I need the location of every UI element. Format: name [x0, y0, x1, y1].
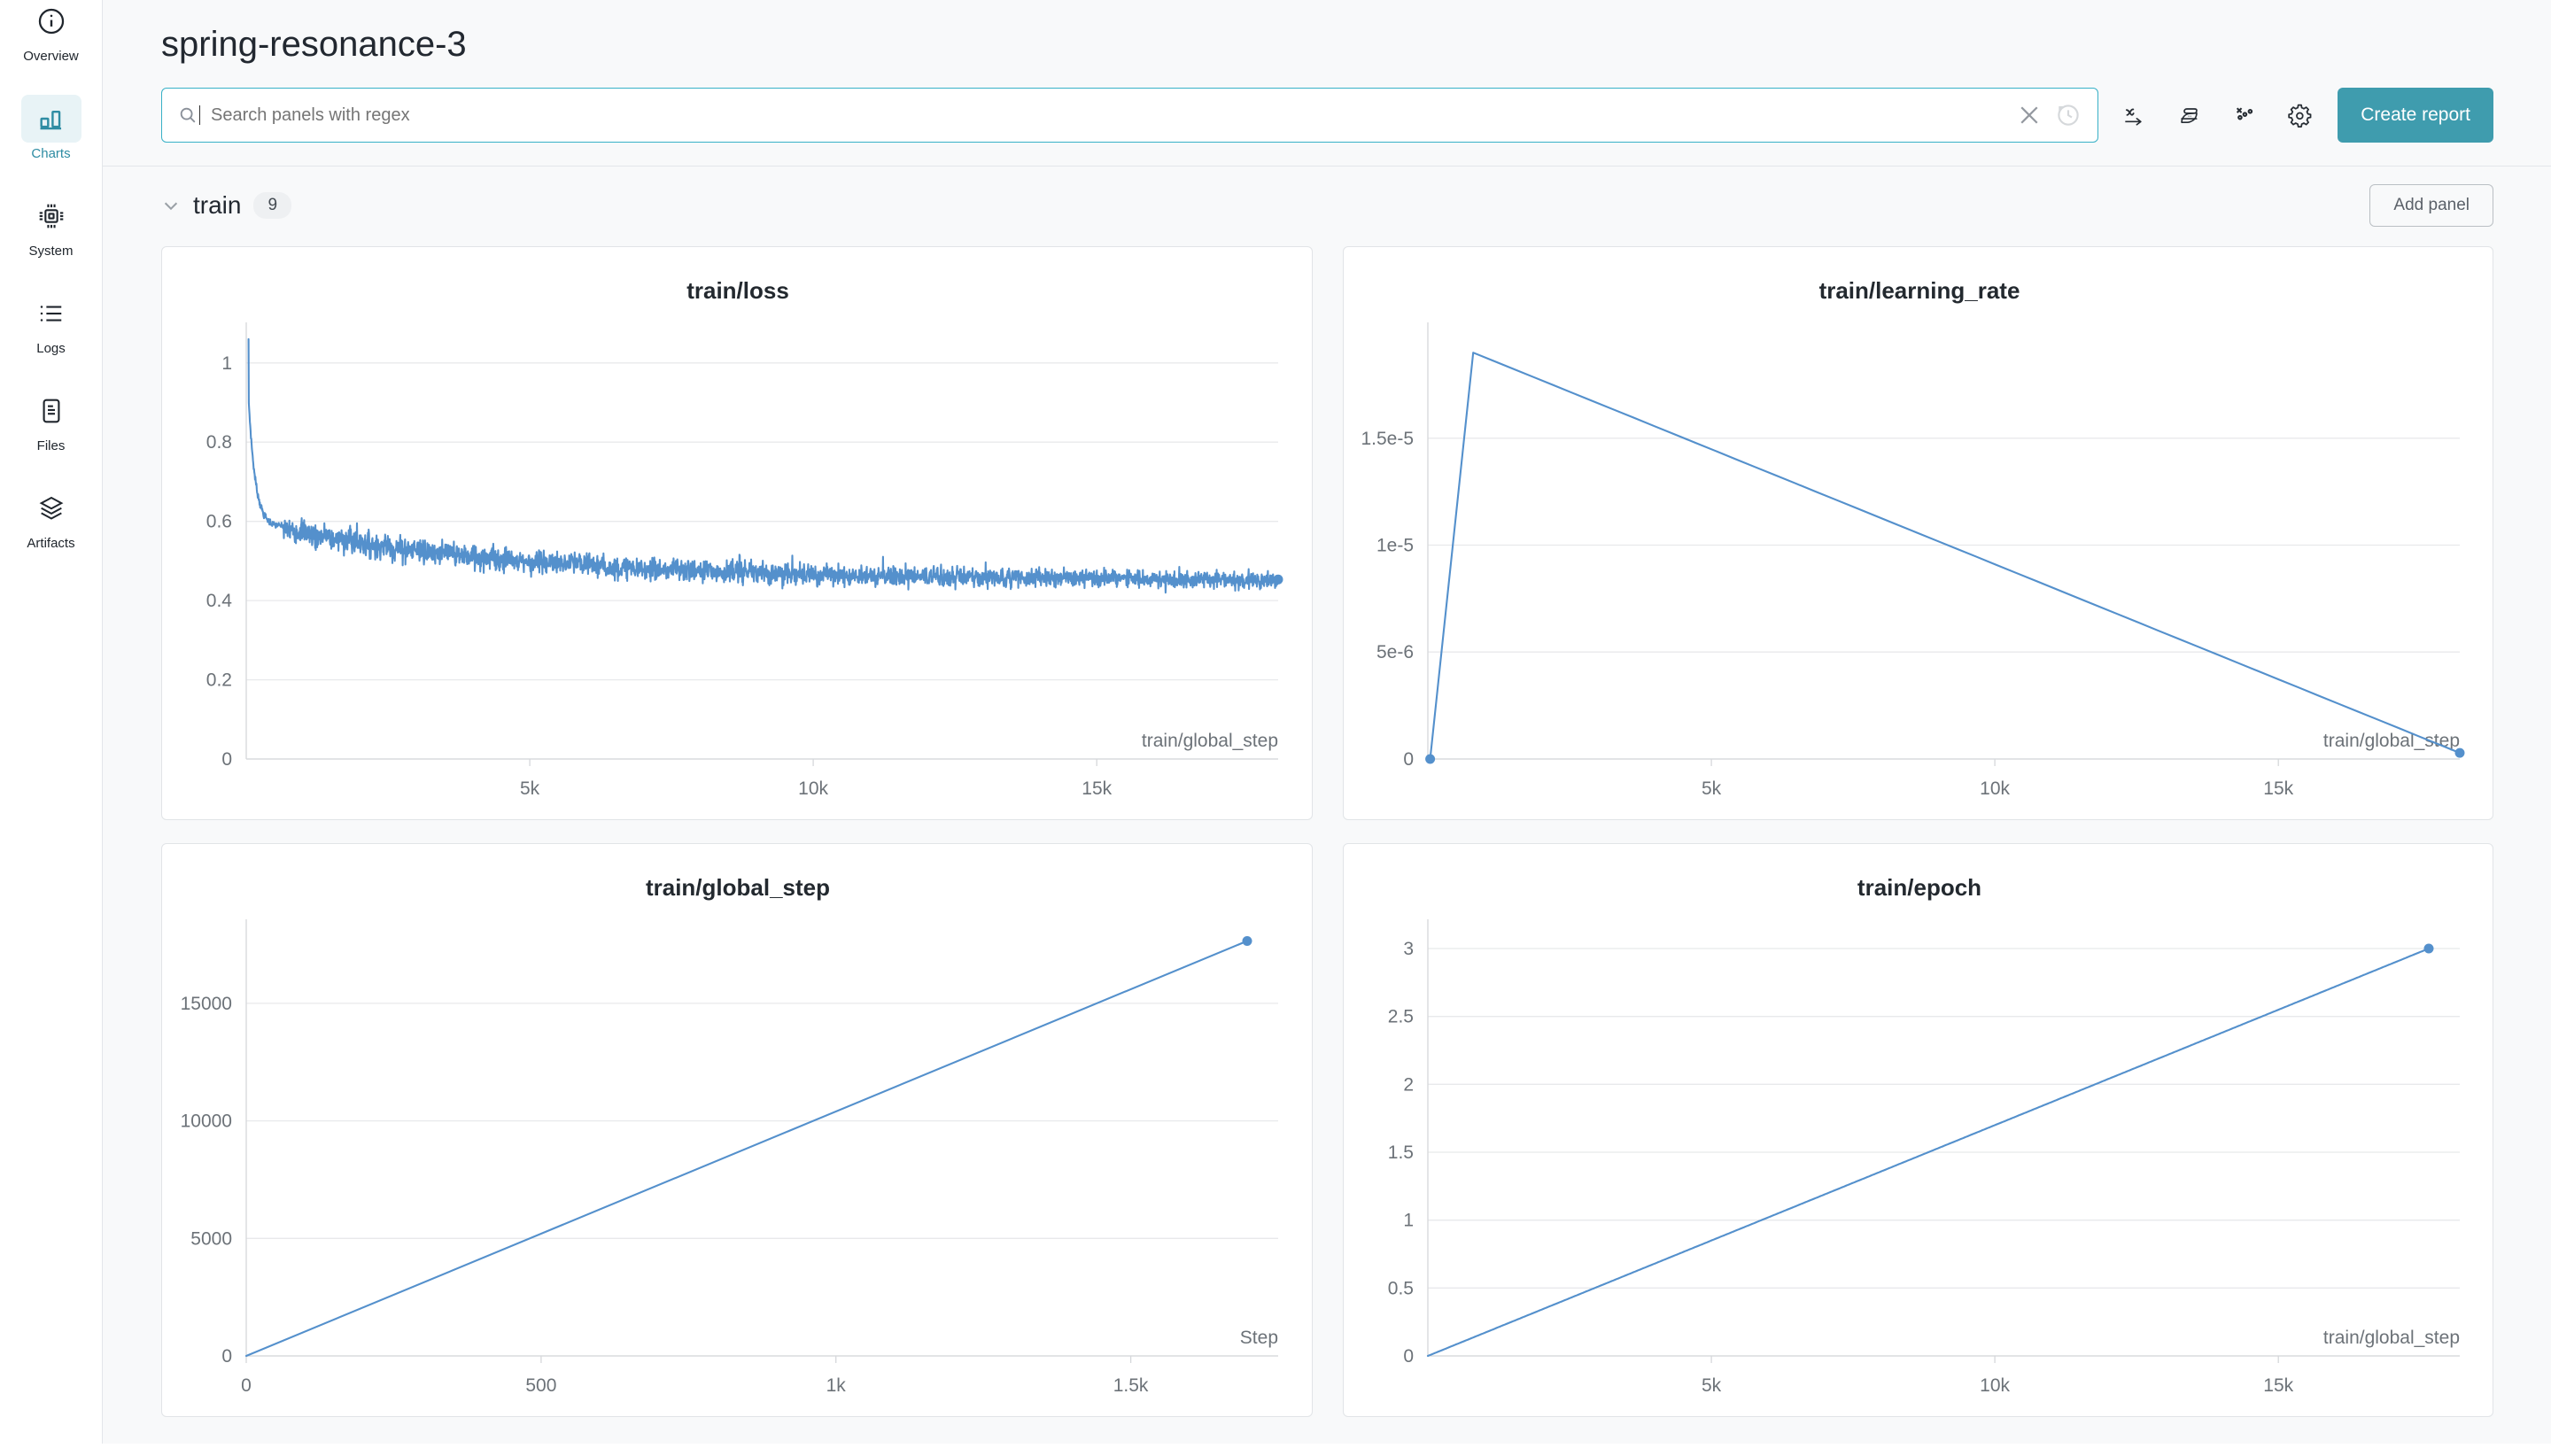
- svg-text:3: 3: [1403, 939, 1414, 959]
- svg-text:5000: 5000: [190, 1228, 232, 1249]
- svg-text:500: 500: [525, 1375, 556, 1396]
- svg-text:train/global_step: train/global_step: [646, 874, 830, 901]
- svg-text:Step: Step: [1240, 1328, 1278, 1348]
- svg-text:5e-6: 5e-6: [1376, 642, 1413, 662]
- svg-text:15k: 15k: [1082, 778, 1112, 799]
- svg-text:10k: 10k: [1980, 1375, 2010, 1396]
- svg-text:1: 1: [1403, 1211, 1414, 1231]
- svg-text:train/global_step: train/global_step: [1142, 731, 1278, 751]
- svg-text:5k: 5k: [1702, 778, 1722, 799]
- svg-text:2.5: 2.5: [1387, 1007, 1413, 1027]
- svg-text:train/loss: train/loss: [686, 277, 789, 304]
- svg-text:10k: 10k: [798, 778, 828, 799]
- svg-text:0.2: 0.2: [206, 670, 232, 691]
- svg-text:5k: 5k: [1702, 1375, 1722, 1396]
- svg-text:1k: 1k: [826, 1375, 847, 1396]
- svg-text:0.5: 0.5: [1387, 1278, 1413, 1298]
- svg-text:10000: 10000: [181, 1111, 232, 1132]
- svg-text:2: 2: [1403, 1074, 1414, 1095]
- svg-text:1.5k: 1.5k: [1113, 1375, 1149, 1396]
- svg-text:1e-5: 1e-5: [1376, 536, 1413, 556]
- svg-text:15k: 15k: [2263, 1375, 2293, 1396]
- svg-text:5k: 5k: [520, 778, 540, 799]
- svg-text:15k: 15k: [2263, 778, 2293, 799]
- svg-text:train/global_step: train/global_step: [2322, 1328, 2459, 1348]
- svg-text:15000: 15000: [181, 994, 232, 1014]
- svg-text:train/epoch: train/epoch: [1857, 874, 1981, 901]
- svg-text:0.8: 0.8: [206, 432, 232, 453]
- svg-text:0: 0: [221, 1346, 232, 1367]
- svg-text:0.6: 0.6: [206, 512, 232, 532]
- svg-text:train/learning_rate: train/learning_rate: [1818, 277, 2020, 304]
- svg-text:1.5e-5: 1.5e-5: [1361, 429, 1414, 449]
- svg-text:1: 1: [221, 353, 232, 374]
- svg-text:0.4: 0.4: [206, 591, 233, 611]
- svg-text:0: 0: [221, 749, 232, 770]
- svg-text:1.5: 1.5: [1387, 1142, 1413, 1163]
- svg-text:0: 0: [1403, 1346, 1414, 1367]
- svg-text:0: 0: [241, 1375, 252, 1396]
- svg-text:train/global_step: train/global_step: [2322, 731, 2459, 751]
- svg-text:0: 0: [1403, 749, 1414, 770]
- svg-text:10k: 10k: [1980, 778, 2010, 799]
